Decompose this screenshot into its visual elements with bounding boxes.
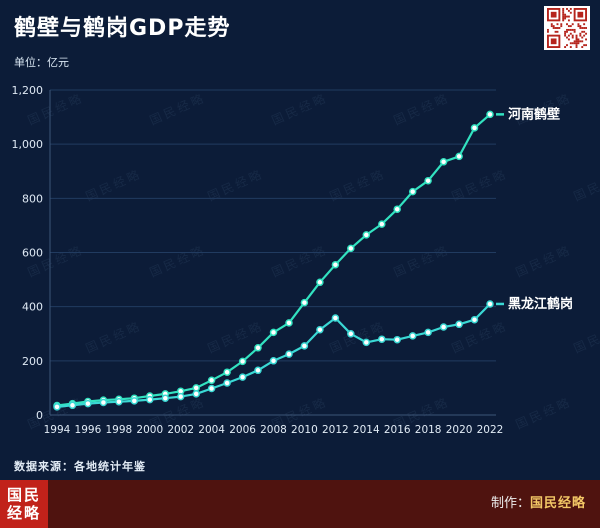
- footer: 国民 经略 制作：国民经略: [0, 480, 600, 528]
- svg-text:2010: 2010: [291, 424, 318, 436]
- footer-logo-line1: 国民: [6, 486, 41, 504]
- svg-text:国民经略: 国民经略: [147, 90, 208, 128]
- footer-logo-line2: 经略: [6, 504, 41, 522]
- svg-text:2018: 2018: [415, 424, 442, 436]
- svg-text:1998: 1998: [105, 424, 132, 436]
- svg-text:2008: 2008: [260, 424, 287, 436]
- svg-text:国民经略: 国民经略: [571, 166, 600, 204]
- source-note: 数据来源：各地统计年鉴: [14, 460, 146, 473]
- svg-text:2012: 2012: [322, 424, 349, 436]
- svg-text:2022: 2022: [477, 424, 504, 436]
- page-title: 鹤壁与鹤岗GDP走势: [14, 16, 231, 41]
- credit: 制作：国民经略: [491, 480, 586, 528]
- svg-text:2002: 2002: [167, 424, 194, 436]
- svg-text:国民经略: 国民经略: [571, 318, 600, 356]
- credit-prefix: 制作：: [490, 496, 530, 511]
- grid-layer: 0 200 400 600 800 1,000 1,200: [12, 84, 496, 422]
- svg-text:国民经略: 国民经略: [147, 242, 208, 280]
- unit-label: 单位：亿元: [14, 56, 69, 69]
- svg-text:国民经略: 国民经略: [269, 242, 330, 280]
- svg-text:2014: 2014: [353, 424, 380, 436]
- x-axis-labels: 1994 1996 1998 2000 2002 2004 2006 2008 2010 2012…: [44, 424, 504, 436]
- svg-text:1,000: 1,000: [12, 138, 44, 151]
- svg-text:2006: 2006: [229, 424, 256, 436]
- line-series-heilongjiang-hegang: 黑龙江鹤岗: [53, 296, 573, 411]
- svg-text:国民经略: 国民经略: [513, 242, 574, 280]
- series-label-heilongjiang-hegang: 黑龙江鹤岗: [508, 296, 573, 312]
- gdp-line-chart: 国民经略 国民经略 国民经略 国民经略 国民经略 国民经略 国民经略 国民经略 国民经略 国民经略…: [0, 70, 600, 452]
- qr-code-icon: [544, 6, 590, 50]
- svg-text:800: 800: [22, 192, 43, 205]
- svg-text:2016: 2016: [384, 424, 411, 436]
- svg-text:国民经略: 国民经略: [391, 90, 452, 128]
- footer-logo: 国民 经略: [0, 480, 48, 528]
- svg-text:国民经略: 国民经略: [83, 318, 144, 356]
- svg-text:200: 200: [22, 355, 43, 368]
- svg-text:国民经略: 国民经略: [269, 90, 330, 128]
- svg-text:2000: 2000: [136, 424, 163, 436]
- svg-text:600: 600: [22, 247, 43, 260]
- svg-text:国民经略: 国民经略: [391, 242, 452, 280]
- svg-text:2004: 2004: [198, 424, 225, 436]
- svg-text:2020: 2020: [446, 424, 473, 436]
- svg-text:0: 0: [36, 409, 43, 422]
- svg-text:400: 400: [22, 301, 43, 314]
- svg-text:1994: 1994: [44, 424, 71, 436]
- svg-text:1996: 1996: [75, 424, 102, 436]
- credit-name: 国民经略: [529, 496, 586, 511]
- qr-code-svg: [547, 8, 587, 48]
- svg-text:国民经略: 国民经略: [513, 394, 574, 432]
- series-label-henan-hebi: 河南鹤壁: [508, 106, 560, 122]
- svg-text:1,200: 1,200: [12, 84, 44, 97]
